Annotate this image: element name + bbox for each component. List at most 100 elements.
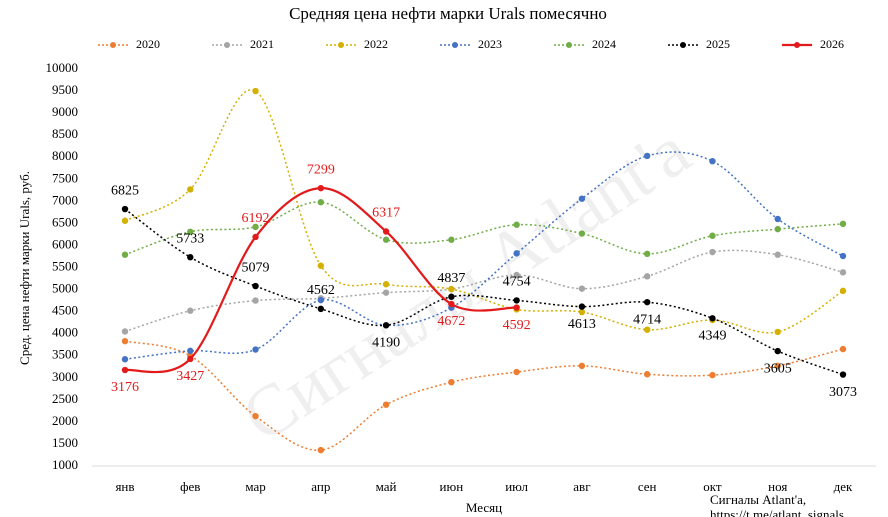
data-label: 3605	[764, 361, 792, 376]
series-marker	[578, 362, 586, 370]
source: https://t.me/atlant_signals	[710, 507, 844, 517]
series-marker	[187, 254, 194, 261]
legend-marker	[566, 42, 572, 48]
series-marker	[513, 221, 520, 228]
series-marker	[121, 356, 129, 363]
y-tick-label: 5000	[52, 281, 78, 296]
series-marker	[578, 285, 586, 292]
series-marker	[643, 371, 651, 378]
data-label: 3073	[829, 385, 857, 400]
data-label: 4592	[503, 318, 531, 333]
y-tick-label: 1500	[52, 435, 78, 450]
series-marker	[513, 297, 520, 304]
series-marker	[578, 308, 586, 316]
series-marker	[578, 303, 586, 310]
series-marker	[839, 371, 847, 378]
series-marker	[448, 236, 455, 243]
y-tick-label: 9500	[52, 82, 78, 97]
series-marker	[643, 298, 651, 306]
data-label: 7299	[307, 162, 335, 177]
data-label: 4714	[633, 312, 661, 327]
y-tick-label: 2000	[52, 413, 78, 428]
series-marker	[513, 271, 520, 279]
series-marker	[382, 281, 390, 288]
legend-label: 2023	[478, 37, 502, 51]
series-marker	[252, 223, 259, 231]
series-marker	[839, 220, 847, 228]
series-marker	[252, 297, 259, 304]
series-marker	[252, 87, 259, 95]
series-marker	[643, 273, 651, 280]
legend-label: 2024	[592, 37, 616, 51]
series-marker	[252, 233, 259, 241]
series-marker	[252, 282, 259, 290]
y-tick-label: 7000	[52, 192, 78, 207]
series-marker	[709, 315, 716, 322]
legend-label: 2020	[136, 37, 160, 51]
x-tick-label: окт	[703, 479, 722, 494]
series-marker	[317, 305, 325, 313]
series-marker	[187, 307, 194, 314]
y-tick-label: 5500	[52, 258, 78, 273]
y-tick-label: 3000	[52, 369, 78, 384]
legend-marker	[680, 42, 686, 48]
series-marker	[187, 347, 194, 355]
series-marker	[448, 285, 455, 293]
series-marker	[839, 252, 847, 260]
series-marker	[382, 401, 390, 408]
legend-label: 2025	[706, 37, 730, 51]
series-marker	[774, 215, 781, 223]
series-marker	[578, 230, 586, 237]
series-marker	[839, 269, 847, 276]
x-tick-label: дек	[834, 479, 853, 494]
x-tick-label: июл	[505, 479, 528, 494]
x-tick-label: мар	[245, 479, 265, 494]
series-marker	[317, 184, 325, 192]
y-tick-label: 9000	[52, 104, 78, 119]
legend-label: 2021	[250, 37, 274, 51]
y-tick-label: 3500	[52, 347, 78, 362]
series-marker	[121, 217, 129, 224]
series-marker	[774, 251, 781, 258]
series-marker	[317, 262, 325, 269]
legend-marker	[452, 42, 458, 48]
x-tick-label: май	[376, 479, 397, 494]
data-label: 4837	[437, 271, 465, 286]
data-label: 3427	[176, 369, 204, 384]
data-label: 4754	[503, 275, 531, 290]
data-label: 3176	[111, 380, 139, 395]
data-label: 4613	[568, 317, 596, 332]
y-tick-label: 7500	[52, 170, 78, 185]
series-marker	[187, 355, 194, 363]
series-marker	[448, 300, 455, 308]
series-marker	[709, 232, 716, 239]
series-marker	[709, 371, 716, 379]
x-tick-label: янв	[115, 479, 134, 494]
y-tick-label: 1000	[52, 457, 78, 472]
series-marker	[643, 152, 651, 160]
series-marker	[121, 366, 129, 374]
series-marker	[513, 304, 520, 311]
series-marker	[121, 251, 129, 258]
data-label: 5733	[176, 231, 204, 246]
series-marker	[709, 248, 716, 256]
x-tick-label: сен	[638, 479, 657, 494]
y-tick-label: 6000	[52, 236, 78, 251]
data-label: 5079	[242, 260, 270, 275]
data-label: 6317	[372, 206, 400, 221]
x-tick-label: июн	[440, 479, 464, 494]
legend-marker	[224, 42, 230, 48]
data-label: 6192	[242, 211, 270, 226]
series-marker	[121, 337, 129, 345]
legend-marker	[338, 42, 344, 48]
series-marker	[317, 199, 325, 206]
series-marker	[643, 326, 651, 333]
series-marker	[121, 328, 129, 335]
x-tick-label: фев	[180, 479, 200, 494]
series-marker	[382, 228, 390, 235]
data-label: 4672	[437, 314, 465, 329]
series-line	[124, 208, 844, 376]
legend-marker	[794, 42, 800, 48]
series-marker	[774, 225, 781, 233]
